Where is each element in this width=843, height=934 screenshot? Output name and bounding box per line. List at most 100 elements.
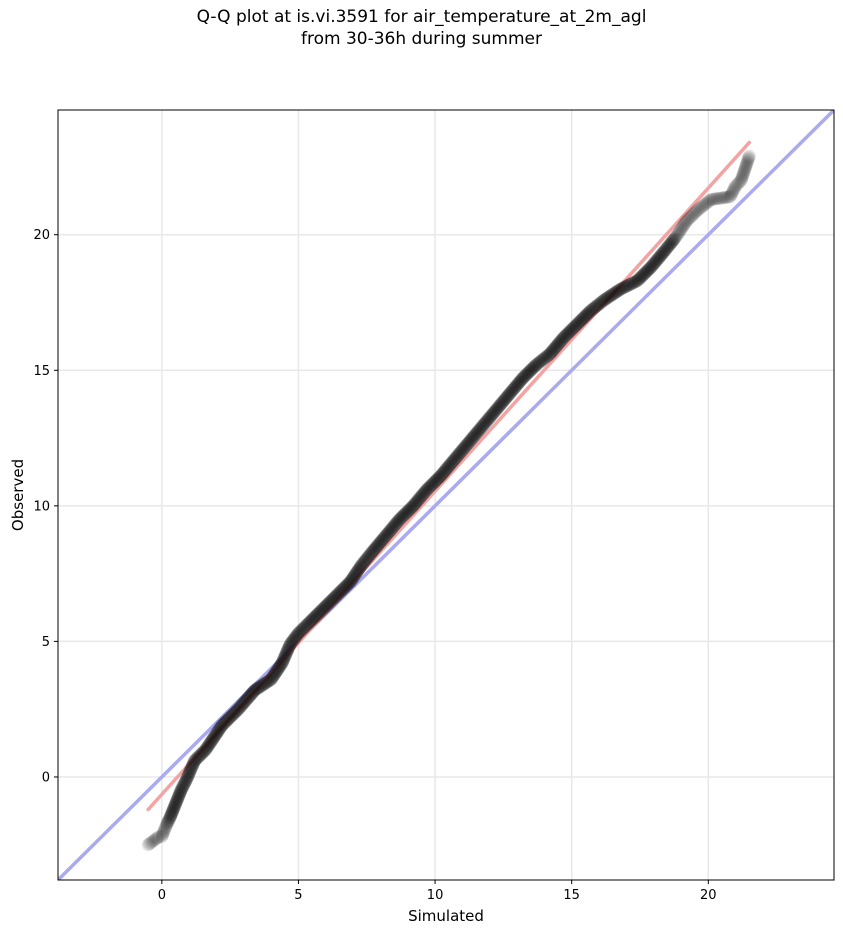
quantile-point <box>662 239 676 253</box>
quantile-point <box>536 352 550 366</box>
quantile-point <box>273 659 287 673</box>
quantile-point <box>673 224 687 238</box>
quantile-point <box>733 175 747 189</box>
scatter-points <box>141 149 756 852</box>
quantile-point <box>529 358 543 372</box>
quantile-point <box>451 448 465 462</box>
quantile-point <box>569 318 583 332</box>
quantile-point <box>523 364 537 378</box>
quantile-point <box>568 319 582 333</box>
quantile-point <box>554 333 568 347</box>
quantile-point <box>378 530 392 544</box>
quantile-point <box>301 617 315 631</box>
quantile-point <box>683 211 697 225</box>
quantile-point <box>157 824 171 838</box>
quantile-point <box>399 506 413 520</box>
quantile-point <box>547 342 561 356</box>
quantile-point <box>302 615 316 629</box>
quantile-point <box>361 550 375 564</box>
quantile-point <box>295 623 309 637</box>
quantile-point <box>658 244 672 258</box>
quantile-point <box>383 524 397 538</box>
quantile-point <box>606 287 620 301</box>
quantile-point <box>237 696 251 710</box>
quantile-point <box>447 453 461 467</box>
quantile-point <box>446 454 460 468</box>
identity-line <box>58 110 834 880</box>
quantile-point <box>704 192 718 206</box>
x-tick-label: 5 <box>294 888 302 903</box>
quantile-point <box>566 322 580 336</box>
quantile-point <box>214 720 228 734</box>
quantile-point <box>591 298 605 312</box>
quantile-point <box>646 258 660 272</box>
quantile-point <box>502 388 516 402</box>
quantile-point <box>283 637 297 651</box>
quantile-point <box>188 754 202 768</box>
quantile-point <box>571 316 585 330</box>
quantile-point <box>246 686 260 700</box>
quantile-point <box>415 489 429 503</box>
x-tick-label: 10 <box>427 888 444 903</box>
quantile-point <box>670 228 684 242</box>
quantile-point <box>736 167 750 181</box>
quantile-point <box>235 698 249 712</box>
quantile-point <box>648 255 662 269</box>
grid <box>58 110 834 880</box>
quantile-point <box>657 245 671 259</box>
quantile-point <box>516 371 530 385</box>
quantile-point <box>687 207 701 221</box>
quantile-point <box>677 218 691 232</box>
quantile-point <box>358 554 372 568</box>
x-tick-label: 15 <box>563 888 580 903</box>
quantile-point <box>671 226 685 240</box>
quantile-point <box>373 536 387 550</box>
quantile-point <box>157 825 171 839</box>
quantile-point <box>413 491 427 505</box>
quantile-point <box>242 690 256 704</box>
quantile-point <box>209 728 223 742</box>
quantile-point <box>726 184 740 198</box>
quantile-point <box>271 663 285 677</box>
quantile-point <box>261 674 275 688</box>
quantile-point <box>179 773 193 787</box>
quantile-point <box>717 191 731 205</box>
quantile-point <box>141 838 155 852</box>
quantile-point <box>309 609 323 623</box>
quantile-point <box>464 433 478 447</box>
quantile-point <box>738 161 752 175</box>
quantile-point <box>267 668 281 682</box>
quantile-point <box>455 444 469 458</box>
quantile-point <box>321 597 335 611</box>
quantile-point <box>552 336 566 350</box>
quantile-point <box>526 361 540 375</box>
quantile-point <box>343 575 357 589</box>
quantile-point <box>166 803 180 817</box>
quantile-point <box>356 556 370 570</box>
quantile-point <box>679 214 693 228</box>
quantile-point <box>620 279 634 293</box>
quantile-point <box>649 254 663 268</box>
quantile-point <box>489 403 503 417</box>
quantile-point <box>578 309 592 323</box>
quantile-point <box>624 277 638 291</box>
quantile-point <box>561 326 575 340</box>
quantile-point <box>710 192 724 206</box>
quantile-point <box>298 620 312 634</box>
quantile-point <box>737 164 751 178</box>
plot-frame <box>57 109 835 881</box>
quantile-point <box>461 436 475 450</box>
quantile-point <box>664 236 678 250</box>
quantile-point <box>168 799 182 813</box>
quantile-point <box>421 481 435 495</box>
quantile-point <box>304 614 318 628</box>
quantile-point <box>452 446 466 460</box>
quantile-point <box>487 405 501 419</box>
quantile-point <box>243 688 257 702</box>
quantile-point <box>738 163 752 177</box>
quantile-point <box>682 212 696 226</box>
quantile-point <box>669 230 683 244</box>
quantile-point <box>227 707 241 721</box>
quantile-point <box>281 642 295 656</box>
quantile-point <box>174 784 188 798</box>
